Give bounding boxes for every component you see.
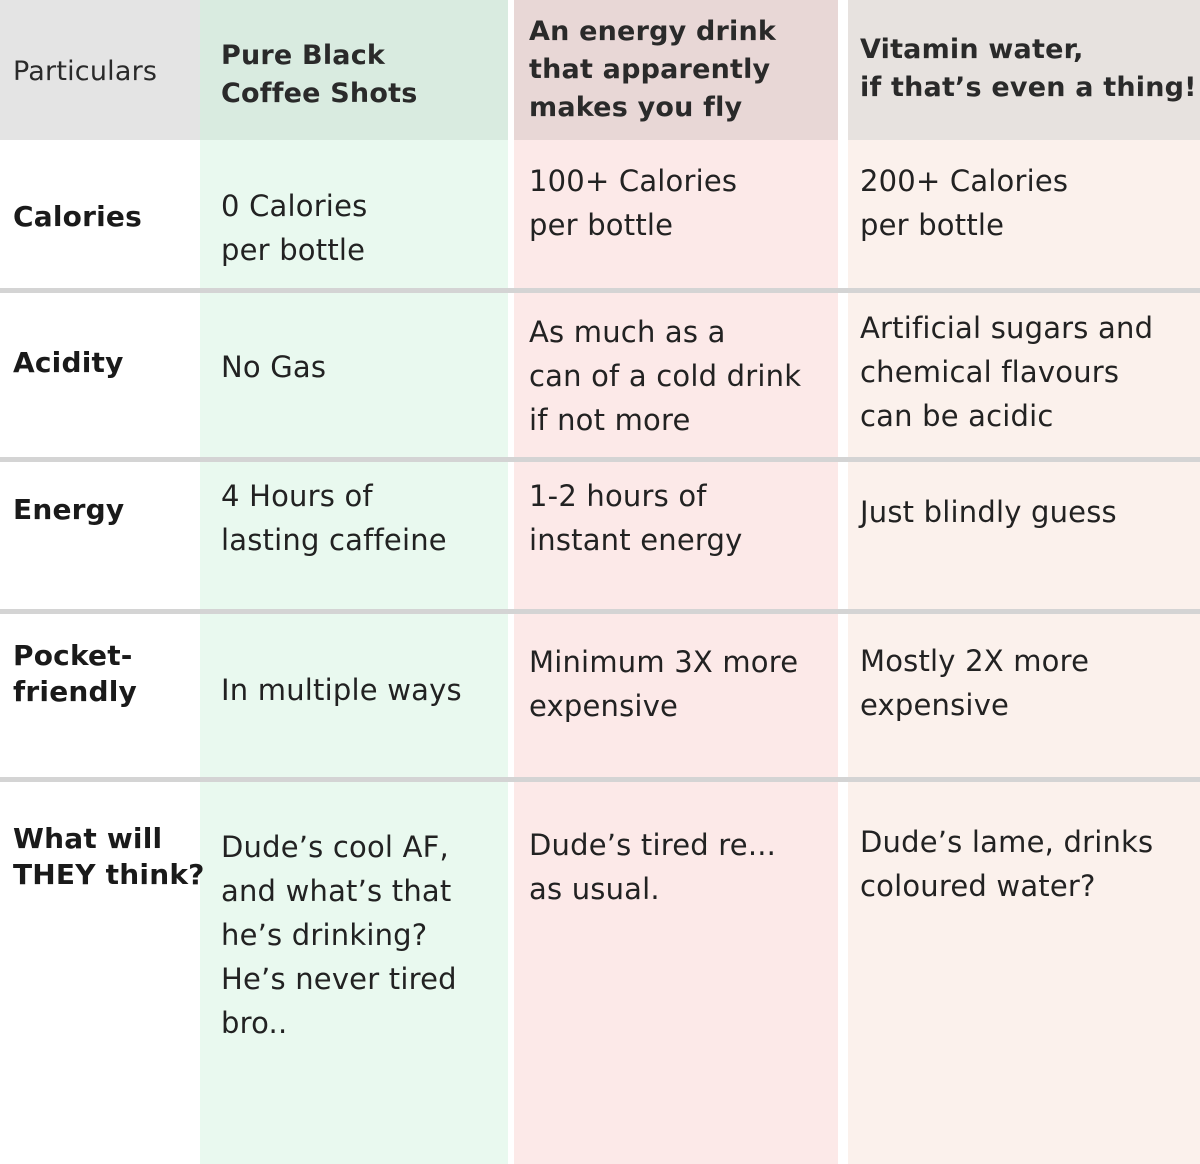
row-divider <box>0 777 1200 782</box>
coffee-column-bg <box>200 0 508 1164</box>
header-bg-energy-drink <box>514 0 838 140</box>
opinion-coffee: Dude’s cool AF, and what’s that he’s dri… <box>221 830 457 1040</box>
vitamin-water-column-bg <box>848 0 1200 1164</box>
header-bg-particulars <box>0 0 200 140</box>
header-bg-coffee <box>200 0 508 140</box>
pocket-friendly-vitamin-water: Mostly 2X more expensive <box>860 644 1090 722</box>
header-bg-vitamin-water <box>848 0 1200 140</box>
particulars-column-bg <box>0 0 200 1164</box>
column-gap <box>838 0 848 1164</box>
header-energy-drink: An energy drink that apparently makes yo… <box>529 16 777 123</box>
opinion-energy-drink: Dude’s tired re... as usual. <box>529 828 777 906</box>
energy-energy-drink: 1-2 hours of instant energy <box>529 479 743 557</box>
row-divider <box>0 288 1200 293</box>
acidity-energy-drink: As much as a can of a cold drink if not … <box>529 315 802 437</box>
row-label-what-will-they-think: What will THEY think? <box>13 822 205 891</box>
column-gap <box>508 0 514 1164</box>
row-divider <box>0 609 1200 614</box>
row-divider <box>0 457 1200 462</box>
energy-coffee: 4 Hours of lasting caffeine <box>221 479 447 557</box>
row-label-pocket-friendly: Pocket- friendly <box>13 639 138 708</box>
calories-coffee: 0 Calories per bottle <box>221 189 368 267</box>
pocket-friendly-energy-drink: Minimum 3X more expensive <box>529 645 799 723</box>
opinion-vitamin-water: Dude’s lame, drinks coloured water? <box>860 825 1154 903</box>
row-label-energy: Energy <box>13 493 125 526</box>
calories-energy-drink: 100+ Calories per bottle <box>529 164 738 242</box>
row-label-acidity: Acidity <box>13 346 124 379</box>
acidity-vitamin-water: Artificial sugars and chemical flavours … <box>860 311 1154 433</box>
row-label-calories: Calories <box>13 200 142 233</box>
header-coffee-shots: Pure Black Coffee Shots <box>221 40 418 109</box>
energy-vitamin-water: Just blindly guess <box>860 495 1117 529</box>
header-vitamin-water: Vitamin water, if that’s even a thing! <box>860 34 1197 103</box>
header-particulars: Particulars <box>13 56 158 87</box>
pocket-friendly-coffee: In multiple ways <box>221 673 462 707</box>
calories-vitamin-water: 200+ Calories per bottle <box>860 164 1069 242</box>
acidity-coffee: No Gas <box>221 350 327 384</box>
energy-drink-column-bg <box>514 0 838 1164</box>
